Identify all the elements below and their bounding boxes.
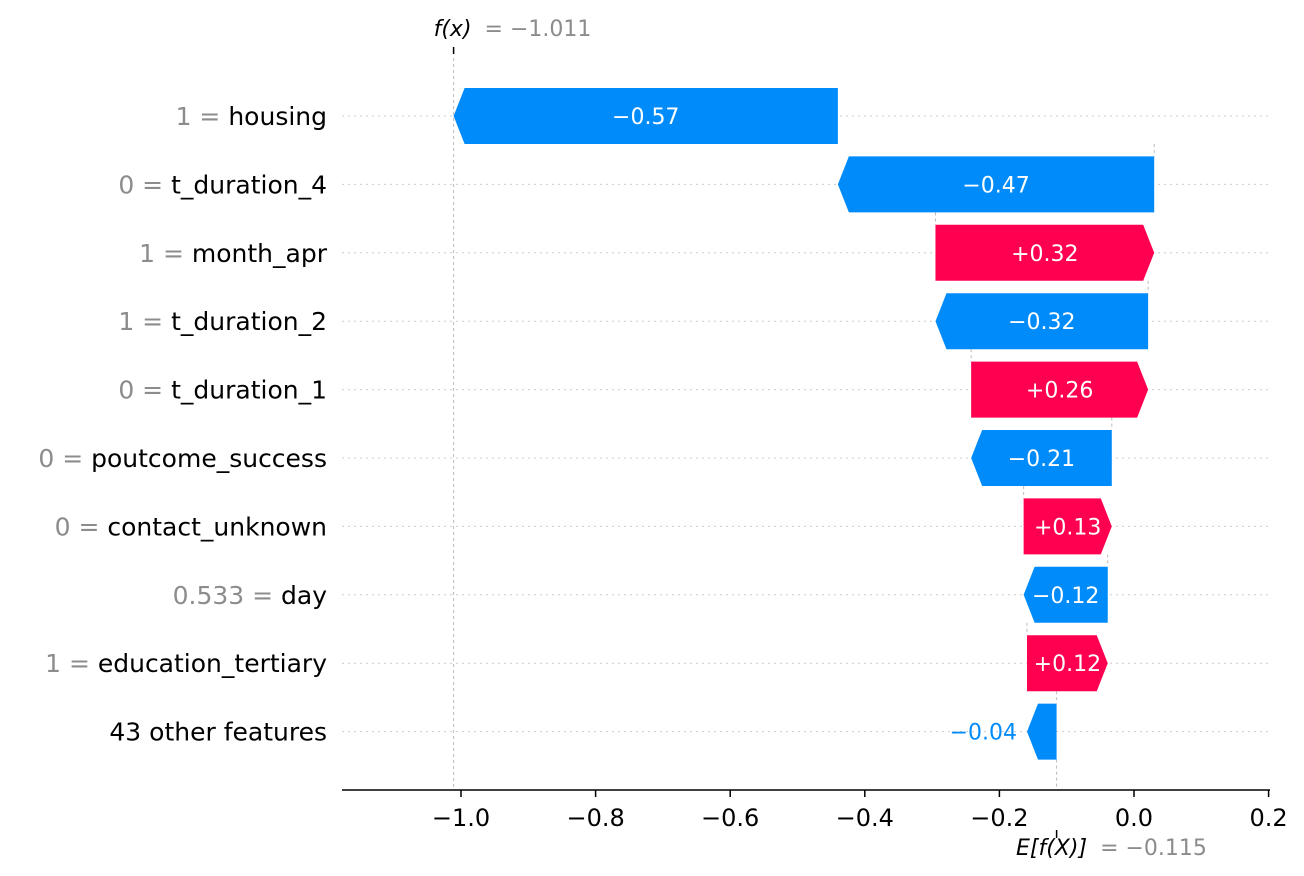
- feature-label: 0 = t_duration_4: [118, 170, 327, 199]
- feature-value: 0.533 =: [173, 581, 281, 610]
- feature-label: 0.533 = day: [173, 581, 328, 610]
- feature-value: 0 =: [55, 512, 108, 541]
- feature-name: t_duration_2: [171, 307, 327, 336]
- contribution-bar: [971, 361, 1149, 418]
- feature-value: 0 =: [38, 444, 91, 473]
- base-annotation: E[f(X)] = −0.115: [1016, 836, 1207, 861]
- fx-value: = −1.011: [485, 17, 592, 42]
- contribution-bar: [935, 224, 1155, 281]
- x-tick-label: −0.8: [566, 804, 624, 832]
- contribution-bar: [1023, 498, 1112, 555]
- x-axis: −1.0 −0.8 −0.6 −0.4 −0.2 0.0 0.2: [342, 789, 1288, 838]
- feature-labels: 1 = housing 0 = t_duration_4 1 = month_apr…: [38, 102, 327, 747]
- contribution-bar: [1023, 566, 1108, 623]
- fx-label: f(x): [434, 17, 472, 42]
- svg-text:E[f(X)] = −0.115: E[f(X)] = −0.115: [1016, 836, 1207, 861]
- x-tick-label: 0.2: [1250, 804, 1288, 832]
- contribution-bar: [453, 88, 838, 144]
- x-tick-label: −0.4: [836, 804, 894, 832]
- bar-value-label: −0.47: [962, 173, 1029, 198]
- bar-value-label: +0.12: [1034, 652, 1101, 677]
- bar-value-label: +0.13: [1034, 515, 1101, 540]
- base-value: = −0.115: [1100, 836, 1207, 861]
- feature-name: month_apr: [192, 239, 328, 268]
- contribution-bar: [1026, 703, 1057, 760]
- feature-value: 1 =: [118, 307, 171, 336]
- bar-value-label: −0.04: [950, 721, 1017, 746]
- feature-name: poutcome_success: [91, 444, 327, 473]
- bar-value-label: −0.57: [612, 105, 679, 130]
- bar-value-label: −0.32: [1008, 310, 1075, 335]
- x-tick-label: 0.0: [1115, 804, 1153, 832]
- contribution-bar: [1026, 635, 1108, 692]
- feature-label: 0 = poutcome_success: [38, 444, 327, 473]
- feature-label: 0 = contact_unknown: [55, 512, 327, 541]
- x-tick-label: −0.2: [970, 804, 1028, 832]
- feature-label: 43 other features: [109, 718, 327, 747]
- feature-name: t_duration_1: [171, 376, 327, 405]
- contribution-bars: −0.57 −0.47 +0.32 −0.32 +0.26 −0.21 +0.13 −0.12…: [453, 88, 1155, 760]
- feature-value: 1 =: [45, 649, 98, 678]
- feature-name: contact_unknown: [107, 512, 327, 541]
- feature-name: education_tertiary: [98, 649, 327, 678]
- base-label: E[f(X)]: [1016, 836, 1087, 861]
- feature-label: 1 = housing: [176, 102, 327, 131]
- contribution-bar: [971, 430, 1112, 486]
- feature-name: housing: [228, 102, 327, 131]
- feature-name: 43 other features: [109, 718, 327, 747]
- feature-label: 1 = t_duration_2: [118, 307, 327, 336]
- bar-value-label: −0.21: [1008, 447, 1075, 472]
- fx-annotation: f(x) = −1.011: [434, 17, 592, 42]
- feature-label: 1 = month_apr: [139, 239, 328, 268]
- x-tick-label: −0.6: [701, 804, 759, 832]
- bar-value-label: −0.12: [1032, 584, 1099, 609]
- feature-name: t_duration_4: [171, 170, 327, 199]
- bar-value-label: +0.26: [1026, 379, 1093, 404]
- contribution-bar: [935, 293, 1149, 350]
- feature-name: day: [281, 581, 327, 610]
- feature-label: 0 = t_duration_1: [118, 376, 327, 405]
- contribution-bar: [837, 156, 1155, 213]
- bar-value-label: +0.32: [1011, 242, 1078, 267]
- feature-label: 1 = education_tertiary: [45, 649, 327, 678]
- feature-value: 1 =: [139, 239, 192, 268]
- svg-text:f(x) = −1.011: f(x) = −1.011: [434, 17, 592, 42]
- x-tick-label: −1.0: [432, 804, 490, 832]
- feature-value: 0 =: [118, 376, 171, 405]
- feature-value: 0 =: [118, 170, 171, 199]
- feature-value: 1 =: [176, 102, 229, 131]
